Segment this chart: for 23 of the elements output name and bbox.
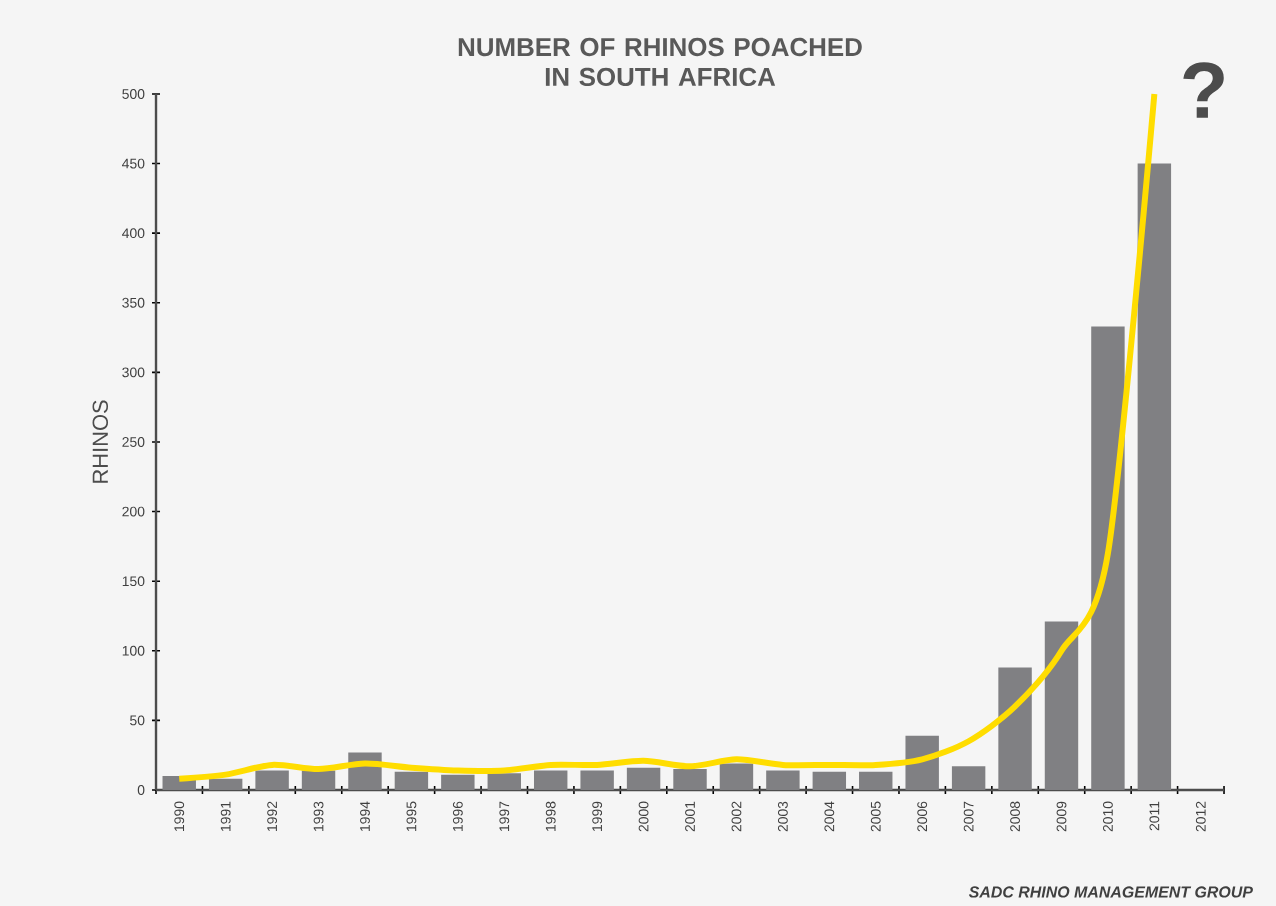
bar [998, 667, 1032, 790]
bar [301, 770, 336, 790]
bar [859, 771, 893, 790]
bar [580, 770, 614, 790]
line-series [176, 90, 1158, 782]
chart-title: NUMBER OF RHINOS POACHED IN SOUTH AFRICA [458, 37, 862, 87]
bar [673, 769, 707, 790]
y-axis-title: RHINOS [92, 400, 109, 483]
bar [208, 778, 243, 790]
bar [626, 767, 661, 790]
bar [255, 770, 289, 790]
bar [1044, 621, 1079, 790]
bar [951, 766, 986, 790]
bar [394, 771, 429, 790]
bar [1137, 163, 1172, 790]
bar [441, 774, 475, 790]
bar [812, 771, 847, 790]
bar [766, 770, 800, 790]
bar [1091, 326, 1125, 790]
bar [534, 770, 568, 790]
annotation: ? [1183, 62, 1224, 118]
bar [487, 773, 521, 790]
bar [719, 763, 754, 790]
